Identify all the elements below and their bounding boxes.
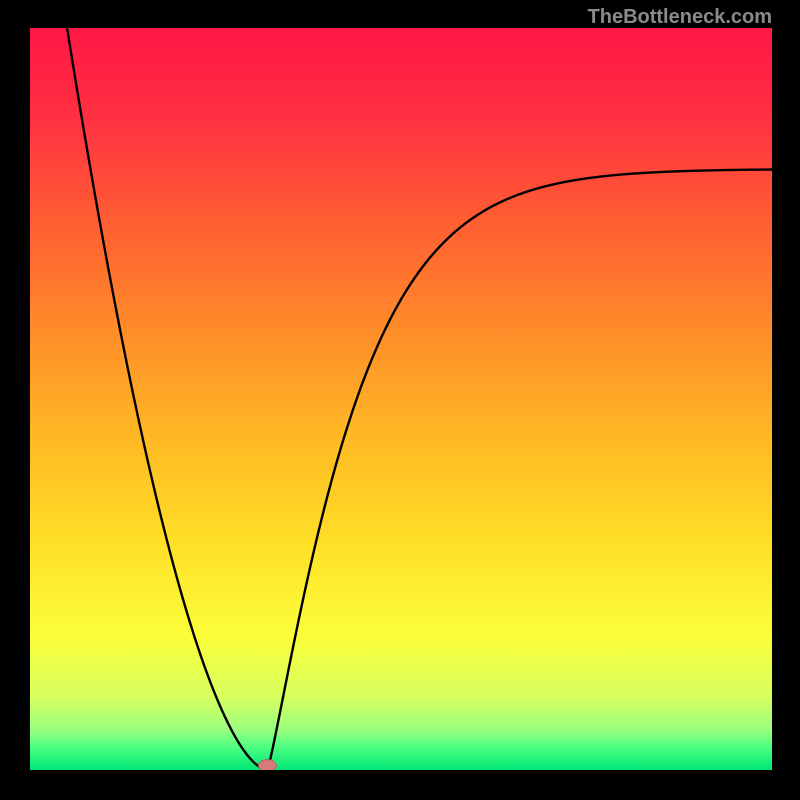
bottleneck-chart: [30, 28, 772, 770]
vertex-marker: [258, 760, 276, 770]
plot-background: [30, 28, 772, 770]
chart-frame: TheBottleneck.com: [0, 0, 800, 800]
watermark-text: TheBottleneck.com: [588, 6, 772, 29]
